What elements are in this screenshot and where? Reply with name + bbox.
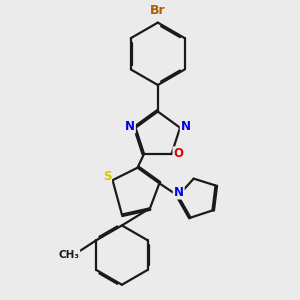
Text: O: O	[173, 147, 183, 161]
Text: N: N	[125, 120, 135, 133]
Text: S: S	[103, 170, 111, 183]
Text: N: N	[174, 186, 184, 199]
Text: CH₃: CH₃	[58, 250, 80, 260]
Text: Br: Br	[150, 4, 166, 17]
Text: N: N	[181, 120, 191, 133]
